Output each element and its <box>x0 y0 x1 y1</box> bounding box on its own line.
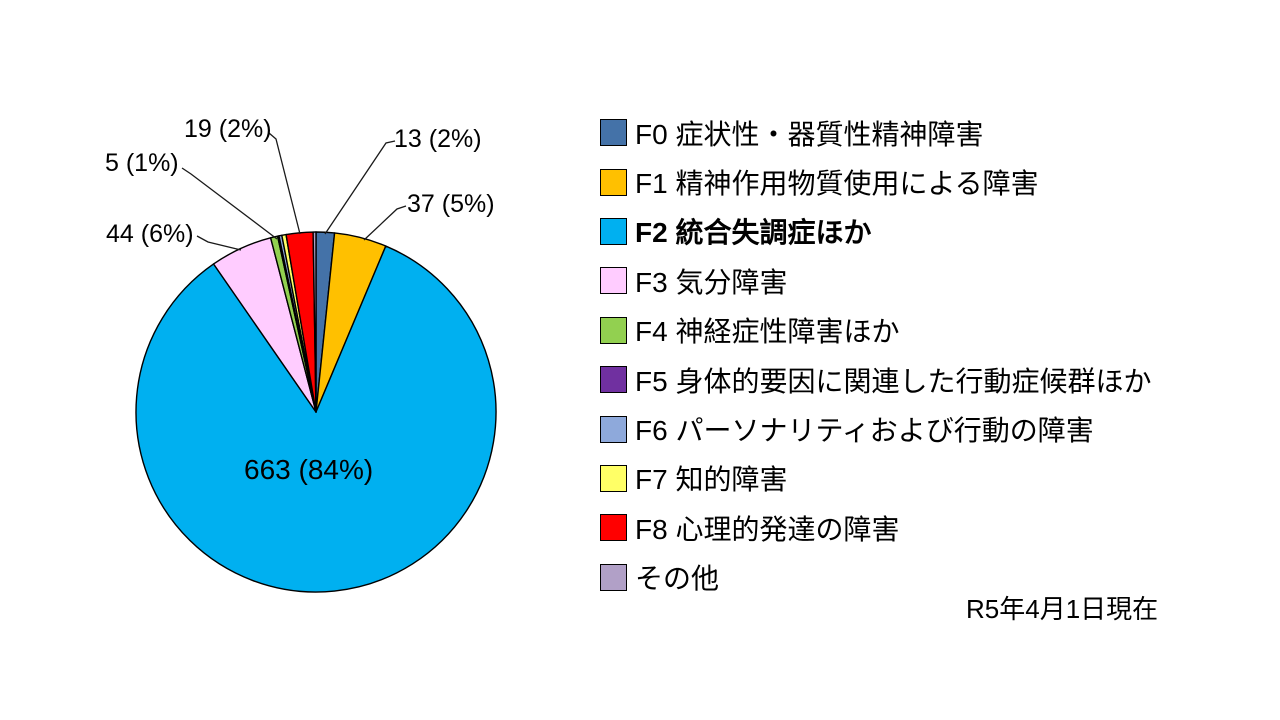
legend-item-f7: F7 知的障害 <box>600 454 1151 503</box>
pie-data-label-f2: 663 (84%) <box>244 454 374 485</box>
legend-item-other: その他 <box>600 553 1151 602</box>
pie-slice-f2 <box>135 245 497 593</box>
legend-label-f0: F0 症状性・器質性精神障害 <box>635 118 984 150</box>
legend-label-f6: F6 パーソナリティおよび行動の障害 <box>635 415 1094 447</box>
legend-swatch-f5 <box>600 366 627 394</box>
legend-swatch-other <box>600 563 627 591</box>
pie-data-label-f4: 5 (1%) <box>105 149 179 177</box>
legend-item-f8: F8 心理的発達の障害 <box>600 503 1151 552</box>
leader-line-f3 <box>196 235 242 251</box>
legend-swatch-f7 <box>600 464 627 492</box>
legend-item-f5: F5 身体的要因に関連した行動症候群ほか <box>600 355 1151 404</box>
leader-line-f0 <box>324 140 396 235</box>
legend-label-f1: F1 精神作用物質使用による障害 <box>635 168 1039 200</box>
leader-line-f8 <box>268 132 301 235</box>
pie-data-label-f0: 13 (2%) <box>394 125 482 153</box>
pie-slice-other <box>312 231 317 413</box>
legend-item-f2: F2 統合失調症ほか <box>600 207 1151 256</box>
legend-label-f2: F2 統合失調症ほか <box>635 217 872 249</box>
legend-item-f0: F0 症状性・器質性精神障害 <box>600 108 1151 157</box>
legend-swatch-f4 <box>600 316 627 344</box>
leader-line-f4 <box>181 167 278 240</box>
legend-swatch-f8 <box>600 514 627 542</box>
legend-label-f3: F3 気分障害 <box>635 266 788 298</box>
legend-swatch-f1 <box>600 168 627 196</box>
pie-data-label-f3: 44 (6%) <box>106 220 194 248</box>
legend-label-f8: F8 心理的発達の障害 <box>635 513 900 545</box>
pie-data-label-f8: 19 (2%) <box>184 115 272 143</box>
pie-chart <box>135 132 497 593</box>
legend-swatch-f2 <box>600 217 627 245</box>
chart-legend: F0 症状性・器質性精神障害 F1 精神作用物質使用による障害 F2 統合失調症… <box>600 108 1151 602</box>
legend-swatch-f6 <box>600 415 627 443</box>
legend-label-other: その他 <box>635 563 720 595</box>
pie-data-label-f1: 37 (5%) <box>407 190 495 218</box>
legend-label-f7: F7 知的障害 <box>635 464 788 496</box>
legend-label-f4: F4 神経症性障害ほか <box>635 316 900 348</box>
legend-item-f3: F3 気分障害 <box>600 256 1151 305</box>
legend-item-f6: F6 パーソナリティおよび行動の障害 <box>600 404 1151 453</box>
legend-swatch-f3 <box>600 267 627 295</box>
legend-item-f4: F4 神経症性障害ほか <box>600 306 1151 355</box>
legend-item-f1: F1 精神作用物質使用による障害 <box>600 157 1151 206</box>
legend-label-f5: F5 身体的要因に関連した行動症候群ほか <box>635 365 1152 397</box>
as-of-date: R5年4月1日現在 <box>966 594 1159 624</box>
legend-swatch-f0 <box>600 119 627 147</box>
leader-line-f1 <box>363 205 407 241</box>
